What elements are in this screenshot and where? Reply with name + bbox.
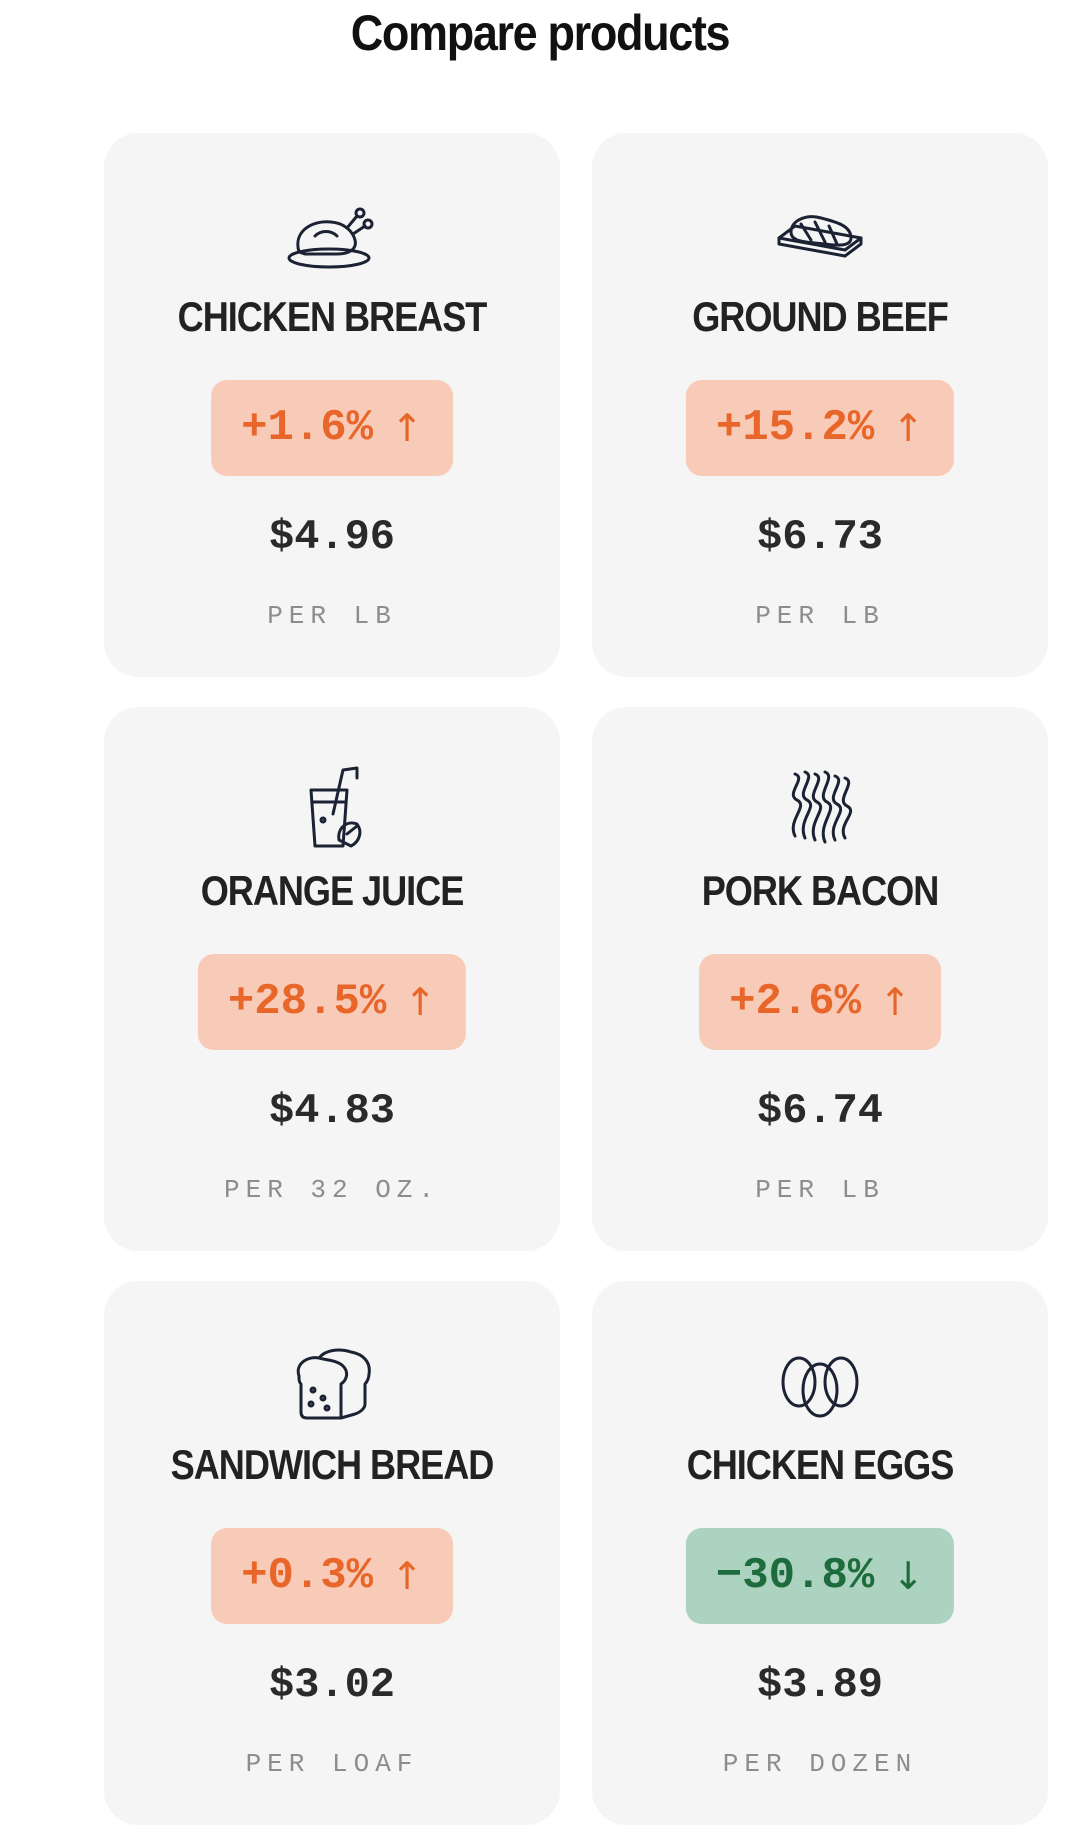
price-unit: PER LB xyxy=(755,1175,885,1205)
page-title: Compare products xyxy=(350,5,731,61)
juice-glass-icon xyxy=(104,749,560,859)
price-change-badge: +15.2% ↑ xyxy=(685,380,955,476)
product-price: $4.96 xyxy=(268,513,396,561)
product-card-chicken-eggs[interactable]: CHICKEN EGGS −30.8% ↓ $3.89 PER DOZEN xyxy=(592,1281,1048,1825)
price-unit: PER LOAF xyxy=(245,1749,419,1779)
product-card-sandwich-bread[interactable]: SANDWICH BREAD +0.3% ↑ $3.02 PER LOAF xyxy=(104,1281,560,1825)
arrow-up-icon: ↑ xyxy=(391,1554,423,1598)
price-unit: PER LB xyxy=(267,601,397,631)
price-change-badge: +0.3% ↑ xyxy=(211,1528,453,1624)
product-name: SANDWICH BREAD xyxy=(170,1441,495,1488)
product-name: GROUND BEEF xyxy=(692,293,949,340)
price-change-value: +28.5% xyxy=(227,977,387,1027)
arrow-up-icon: ↑ xyxy=(892,406,925,450)
product-card-chicken-breast[interactable]: CHICKEN BREAST +1.6% ↑ $4.96 PER LB xyxy=(104,133,560,677)
price-unit: PER DOZEN xyxy=(722,1749,918,1779)
product-name: CHICKEN BREAST xyxy=(177,293,488,340)
product-price: $4.83 xyxy=(268,1087,396,1135)
arrow-up-icon: ↑ xyxy=(391,406,423,450)
price-change-badge: +2.6% ↑ xyxy=(699,954,941,1050)
price-change-value: +2.6% xyxy=(729,977,862,1027)
product-price: $6.73 xyxy=(756,513,884,561)
price-change-badge: −30.8% ↓ xyxy=(685,1528,955,1624)
arrow-down-icon: ↓ xyxy=(892,1554,925,1598)
product-grid: CHICKEN BREAST +1.6% ↑ $4.96 PER LB GROU… xyxy=(104,133,1048,1825)
price-unit: PER 32 OZ. xyxy=(223,1175,441,1205)
eggs-icon xyxy=(592,1323,1048,1433)
price-unit: PER LB xyxy=(755,601,885,631)
product-name: PORK BACON xyxy=(701,867,940,914)
product-name: ORANGE JUICE xyxy=(200,867,465,914)
product-card-ground-beef[interactable]: GROUND BEEF +15.2% ↑ $6.73 PER LB xyxy=(592,133,1048,677)
price-change-value: +15.2% xyxy=(715,403,875,453)
bread-loaf-icon xyxy=(104,1323,560,1433)
price-change-value: +1.6% xyxy=(241,403,374,453)
bacon-strips-icon xyxy=(592,749,1048,859)
product-price: $3.89 xyxy=(756,1661,884,1709)
product-price: $3.02 xyxy=(268,1661,396,1709)
product-card-orange-juice[interactable]: ORANGE JUICE +28.5% ↑ $4.83 PER 32 OZ. xyxy=(104,707,560,1251)
price-change-value: +0.3% xyxy=(241,1551,374,1601)
arrow-up-icon: ↑ xyxy=(404,980,437,1024)
price-change-badge: +1.6% ↑ xyxy=(211,380,453,476)
price-change-badge: +28.5% ↑ xyxy=(197,954,467,1050)
product-price: $6.74 xyxy=(756,1087,884,1135)
ground-beef-package-icon xyxy=(592,175,1048,285)
arrow-up-icon: ↑ xyxy=(879,980,911,1024)
roast-chicken-icon xyxy=(104,175,560,285)
product-name: CHICKEN EGGS xyxy=(686,1441,955,1488)
product-card-pork-bacon[interactable]: PORK BACON +2.6% ↑ $6.74 PER LB xyxy=(592,707,1048,1251)
price-change-value: −30.8% xyxy=(715,1551,875,1601)
